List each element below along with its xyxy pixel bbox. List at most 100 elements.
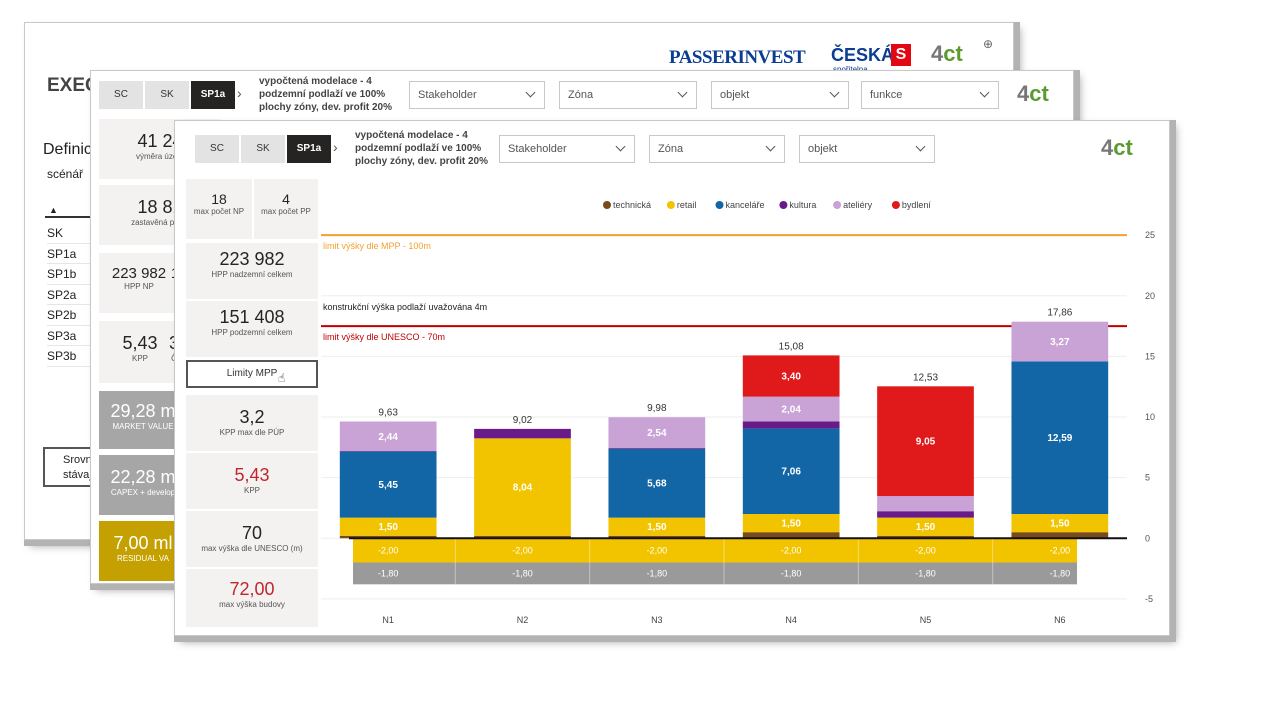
legend-label: kultura [789,200,816,210]
zona-dropdown[interactable]: Zóna [559,81,697,109]
scenario-item[interactable]: SP1a [47,244,107,264]
tab-sp1a[interactable]: SP1a [191,81,235,109]
y-tick-label: 25 [1145,230,1155,240]
objekt-dropdown[interactable]: objekt [799,135,935,163]
underground-label: -2,00 [378,545,399,555]
chevron-down-icon [615,141,626,152]
funkce-dropdown[interactable]: funkce [861,81,999,109]
bar-segment [877,517,974,536]
max-vyska-card: 72,00 max výška budovy [186,569,318,627]
underground-band [353,538,1077,563]
bar-segment [742,396,840,422]
bar-segment-label: 12,59 [1047,433,1072,444]
bar-segment [1011,361,1109,514]
bar-segment [742,355,840,397]
scenario-item[interactable]: SP3b [47,346,107,367]
x-tick-label: N6 [1054,615,1066,625]
legend-marker [779,201,788,209]
scenario-item[interactable]: SP1b [47,264,107,285]
underground-label: -1,80 [915,568,936,578]
zona-dropdown[interactable]: Zóna [649,135,785,163]
scenario-item[interactable]: SP3a [47,326,107,346]
bar-segment [608,448,706,449]
scenario-item[interactable]: SP2a [47,285,107,305]
hpp-nadzemni-card: 223 982 HPP nadzemní celkem [186,243,318,299]
chevron-right-icon[interactable]: › [333,139,338,155]
chevron-down-icon [525,87,536,98]
bar-segment-label: 1,50 [647,522,667,533]
y-tick-label: -5 [1145,594,1153,604]
x-tick-label: N1 [382,615,394,625]
globe-icon: ⊕ [983,37,994,51]
legend-label: technická [613,200,651,210]
legend-label: retail [677,200,697,210]
tab-sp1a[interactable]: SP1a [287,135,331,163]
chevron-down-icon [829,87,840,98]
x-tick-label: N3 [651,615,663,625]
bar-segment [339,535,437,539]
bar-segment-label: 5,45 [378,480,398,491]
scenario-tabs: SC SK SP1a [99,81,237,109]
reference-line-label: limit výšky dle UNESCO - 70m [323,332,445,342]
legend-label: kanceláře [726,200,765,210]
kpp-card: 5,43 KPP [186,453,318,509]
x-tick-label: N4 [785,615,797,625]
bar-segment [877,386,974,497]
ceska-sporitelna-logo: ČESKÁ [831,45,895,65]
scenario-item[interactable]: SK [47,223,107,244]
passerinvest-logo: PASSERINVEST [669,47,806,68]
tab-sc[interactable]: SC [195,135,239,163]
bar-total-label: 15,08 [779,341,804,352]
bar-segment [474,535,571,539]
bar-segment [339,517,437,536]
bar-segment [474,428,571,439]
stakeholder-dropdown[interactable]: Stakeholder [409,81,545,109]
bar-segment-label: 1,50 [1050,519,1070,530]
bar-segment [608,517,706,536]
chevron-right-icon[interactable]: › [237,85,242,101]
underground-label: -2,00 [647,545,668,555]
objekt-dropdown[interactable]: objekt [711,81,849,109]
unesco-card: 70 max výška dle UNESCO (m) [186,511,318,567]
underground-band [353,562,1077,585]
bar-total-label: 9,02 [513,415,533,426]
bar-segment-label: 2,04 [781,404,801,415]
underground-label: -1,80 [647,568,668,578]
sort-asc-icon[interactable]: ▲ [49,205,58,215]
bar-segment [742,514,840,533]
bar-segment [742,428,840,514]
y-tick-label: 0 [1145,533,1150,543]
tab-sk[interactable]: SK [145,81,189,109]
bar-segment [742,532,840,539]
bar-segment-label: 3,27 [1050,337,1070,348]
tab-sk[interactable]: SK [241,135,285,163]
bar-segment [877,496,974,512]
legend-marker [666,201,675,209]
bar-total-label: 9,98 [647,403,667,414]
residual-value-card: 7,00 ml RESIDUAL VA [99,521,187,581]
definice-heading: Definic [43,141,92,158]
scenario-window-front: SC SK SP1a › vypočtená modelace - 4 podz… [174,120,1170,636]
underground-label: -1,80 [1050,568,1071,578]
4ct-logo: 4ct [931,41,963,66]
bar-segment-label: 9,05 [916,437,936,448]
bar-segment [608,417,706,449]
stakeholder-dropdown[interactable]: Stakeholder [499,135,635,163]
bar-segment-label: 1,50 [781,519,801,530]
reference-line-label: konstrukční výška podlaží uvažována 4m [323,302,487,312]
bar-segment [1011,321,1109,362]
ceska-sporitelna-mark: S [891,44,911,66]
tab-sc[interactable]: SC [99,81,143,109]
hand-cursor-icon: ☝ [278,371,286,385]
limity-mpp-button[interactable]: Limity MPP [186,360,318,388]
y-tick-label: 20 [1145,291,1155,301]
bar-segment [1011,532,1109,539]
scenario-item[interactable]: SP2b [47,305,107,326]
legend-marker [715,201,724,209]
legend-label: ateliéry [843,200,873,210]
scenar-label: scénář [47,167,84,181]
scenario-list: SK SP1a SP1b SP2a SP2b SP3a SP3b [47,223,107,367]
bar-total-label: 17,86 [1047,308,1072,319]
4ct-logo: 4ct [1101,135,1133,160]
chevron-down-icon [677,87,688,98]
